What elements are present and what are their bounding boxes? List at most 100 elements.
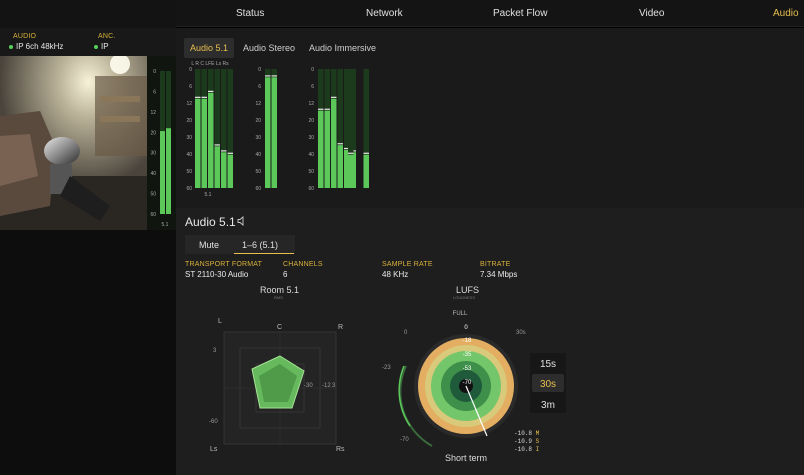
audio51-meter-peak: [214, 144, 220, 146]
readout-s-value: -10.9: [514, 438, 533, 445]
subtab-audio-51[interactable]: Audio 5.1: [184, 38, 235, 58]
meter-scale-tick: 50: [255, 169, 261, 175]
lufs-ring-18: -18: [463, 338, 472, 344]
video-frame-image: [0, 56, 147, 230]
subtab-audio-immersive[interactable]: Audio Immersive: [309, 43, 377, 53]
anc-signal-text: IP: [101, 42, 109, 51]
tab-audio[interactable]: Audio: [773, 8, 799, 19]
audio51-meter-bar: [227, 154, 233, 188]
lufs-outer-0: 0: [404, 330, 408, 336]
audio51-meter-bar: [201, 98, 207, 188]
meter-scale-tick: 0: [311, 67, 314, 73]
stereo-meter-peak: [265, 75, 271, 77]
lufs-subtitle: LOUDNESS: [453, 295, 476, 300]
meter-scale-tick: 60: [308, 186, 314, 192]
meter-scale-tick: 50: [186, 169, 192, 175]
immersive-meter-peak: [324, 108, 330, 110]
mute-button[interactable]: Mute: [198, 240, 219, 250]
meter-scale-tick: 30: [186, 135, 192, 141]
room-label-r: R: [338, 324, 343, 331]
speaker-icon[interactable]: [237, 216, 247, 226]
audio51-meter-peak: [201, 96, 207, 98]
room-label-l: L: [218, 318, 222, 325]
meter-scale-tick: 40: [308, 152, 314, 158]
subtab-audio-stereo[interactable]: Audio Stereo: [243, 43, 296, 53]
video-preview[interactable]: [0, 56, 147, 230]
meter-scale-tick: 20: [255, 118, 261, 124]
audio51-meter-track: [214, 69, 220, 188]
left-meter-tick: 12: [150, 110, 156, 116]
audio-signal-label: AUDIO: [13, 33, 37, 40]
section-title: Audio 5.1: [185, 215, 236, 229]
immersive-meter-peak: [344, 147, 350, 150]
lufs-outer-arc-green: [398, 365, 411, 427]
left-meter-tick: 40: [150, 171, 156, 177]
immersive-meter-peak: [331, 96, 337, 98]
left-meter-footer: 5.1: [162, 222, 169, 228]
time-15s-button[interactable]: 15s: [539, 359, 557, 370]
readout-i-unit: I: [535, 446, 540, 453]
lufs-ring-0: 0: [464, 325, 468, 331]
lufs-ring-53: -53: [463, 366, 472, 372]
immersive-meter-bar: [318, 110, 324, 188]
active-tab-underline: [234, 253, 294, 254]
left-audio-meter: 0 6 12 20 30 40 50 60 5.1: [147, 56, 176, 230]
meter-scale-tick: 40: [255, 152, 261, 158]
signal-info-bar: AUDIO IP 6ch 48kHz ANC. IP: [0, 28, 176, 56]
bitrate-value: 7.34 Mbps: [480, 270, 518, 279]
tab-network[interactable]: Network: [366, 8, 403, 19]
immersive-meter-bar: [331, 98, 337, 188]
audio51-meter-peak: [208, 90, 214, 92]
meter-scale-tick: 0: [258, 67, 261, 73]
audio51-meter-peak: [227, 152, 233, 154]
tab-status[interactable]: Status: [236, 8, 265, 19]
meter-scale-tick: 30: [308, 135, 314, 141]
lufs-needle: [465, 385, 488, 437]
audio51-meter-bar: [208, 92, 214, 188]
time-30s-button[interactable]: 30s: [539, 379, 557, 390]
lufs-caption: Short term: [445, 453, 488, 463]
tab-video[interactable]: Video: [639, 8, 665, 19]
meter-scale-tick: 0: [189, 67, 192, 73]
tab-packet-flow[interactable]: Packet Flow: [493, 8, 548, 19]
room-label-rs: Rs: [336, 446, 345, 453]
channels-tab-label: 1–6: [241, 240, 257, 250]
room-title: Room 5.1: [260, 285, 300, 295]
room-scale-3-left: 3: [213, 348, 217, 354]
audio-signal-text: IP 6ch 48kHz: [16, 42, 64, 51]
meter-scale-tick: 12: [308, 101, 314, 107]
readout-integrated: -10.8 I: [514, 446, 539, 454]
audio51-footer: 5.1: [205, 192, 212, 198]
transport-format-label: TRANSPORT FORMAT: [185, 261, 263, 268]
readout-m-unit: M: [535, 430, 540, 437]
audio51-meter-peak: [221, 150, 227, 152]
immersive-aux-meter-peak: [348, 152, 354, 154]
left-meter-tick: 30: [150, 151, 156, 157]
anc-signal-value: IP: [94, 42, 109, 51]
meter-scale-tick: 20: [186, 118, 192, 124]
meter-scale-tick: 6: [311, 84, 314, 90]
room-scale-minus30: -30: [304, 383, 313, 389]
immersive-meter-bar: [324, 110, 330, 188]
transport-format-value: ST 2110-30 Audio: [185, 270, 249, 279]
left-meter-bar: [166, 128, 171, 214]
meter-scale-tick: 12: [186, 101, 192, 107]
readout-momentary: -10.8 M: [514, 430, 539, 438]
audio51-meter-bar: [214, 146, 220, 188]
immersive-meter-track: [337, 69, 343, 188]
immersive-meter-track: [344, 69, 350, 188]
immersive-aux-meter-peak: [363, 152, 369, 154]
audio51-meter-peak: [195, 96, 201, 98]
left-meter-tick: 60: [150, 212, 156, 218]
audio51-meter-bar: [195, 98, 201, 188]
left-meter-tick: 20: [150, 130, 156, 136]
room-scale-3-right: 3: [332, 383, 336, 389]
tab-channels-1-6[interactable]: 1–6 (5.1): [234, 240, 286, 250]
meter-scale-tick: 60: [255, 186, 261, 192]
audio51-meter-track: [227, 69, 233, 188]
main-nav: Status Network Packet Flow Video Audio: [176, 0, 804, 27]
audio51-header: L R C LFE Ls Rs: [191, 61, 229, 67]
channels-label: CHANNELS: [283, 261, 323, 268]
time-3m-button[interactable]: 3m: [541, 400, 555, 411]
